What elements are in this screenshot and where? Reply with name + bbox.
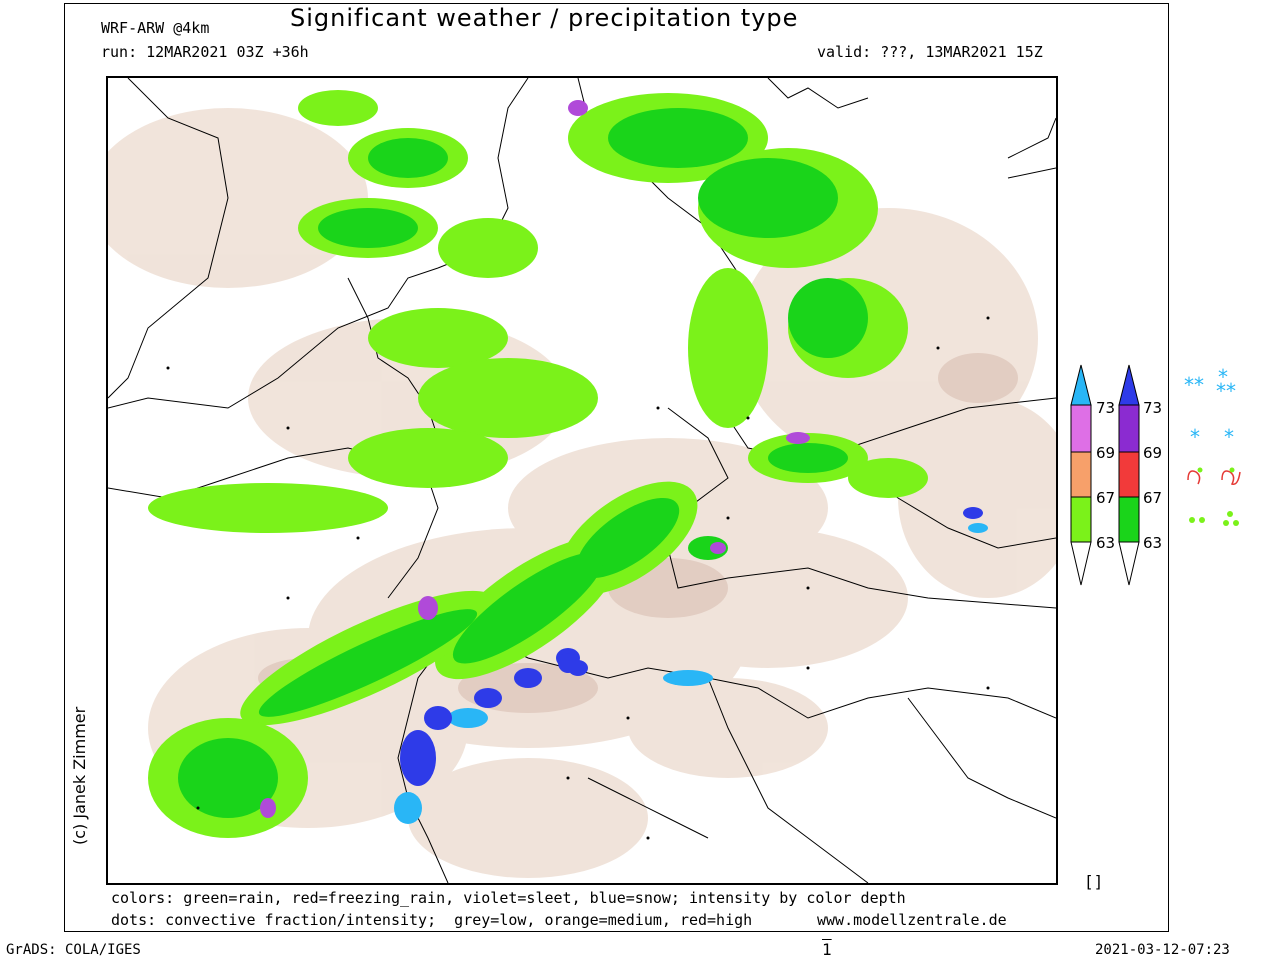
map-title: Significant weather / precipitation type — [290, 4, 799, 32]
legend-bar-dark-top — [1118, 364, 1140, 406]
timestamp-label: 2021-03-12-07:23 — [1095, 942, 1230, 958]
weather-symbols-legend: ** *** * * — [1184, 368, 1241, 526]
legend-1-label-2: 67 — [1096, 489, 1116, 507]
freezing-rain-icon — [1187, 467, 1241, 485]
figure-frame — [64, 3, 1169, 932]
precipitation-legend — [1070, 364, 1140, 586]
legend-bar-dark-s3 — [1118, 496, 1140, 543]
heavy-snow-icon: ** *** — [1184, 368, 1236, 403]
legend-bar-dark — [1118, 364, 1140, 586]
svg-text:**: ** — [1216, 379, 1236, 403]
footer-dots-line: dots: convective fraction/intensity; gre… — [111, 911, 753, 929]
legend-bar-dark-s2 — [1118, 451, 1140, 498]
legend-1-label-0: 73 — [1096, 399, 1116, 417]
valid-label: valid: ???, 13MAR2021 15Z — [817, 43, 1043, 61]
rain-heavy-layer — [178, 108, 868, 818]
model-label: WRF-ARW @4km — [101, 19, 210, 37]
footer-website: www.modellzentrale.de — [817, 911, 1007, 929]
svg-text:*: * — [1224, 425, 1234, 449]
snow-layer — [394, 507, 988, 824]
precipitation-map — [106, 76, 1058, 885]
svg-text:*: * — [1190, 425, 1200, 449]
footer-colors-line: colors: green=rain, red=freezing_rain, v… — [111, 889, 906, 907]
legend-bar-light-s2 — [1070, 451, 1092, 498]
svg-text:**: ** — [1184, 373, 1204, 397]
map-canvas — [108, 78, 1056, 883]
legend-2-label-2: 67 — [1143, 489, 1163, 507]
rain-icon — [1189, 511, 1239, 526]
sleet-layer — [260, 100, 810, 818]
legend-2-label-3: 63 — [1143, 534, 1163, 552]
svg-text:*: * — [1218, 368, 1228, 389]
page-number: 1 — [822, 940, 832, 959]
legend-2-label-1: 69 — [1143, 444, 1163, 462]
legend-1-label-3: 63 — [1096, 534, 1116, 552]
box-mark: [] — [1084, 872, 1104, 891]
legend-bar-light-top — [1070, 364, 1092, 406]
legend-1-label-1: 69 — [1096, 444, 1116, 462]
snow-icon: * * — [1190, 425, 1234, 449]
legend-bar-light-s3 — [1070, 496, 1092, 543]
grads-label: GrADS: COLA/IGES — [6, 942, 141, 958]
legend-bar-light — [1070, 364, 1092, 586]
author-credit: (c) Janek Zimmer — [70, 706, 89, 845]
legend-bar-light-s1 — [1070, 404, 1092, 453]
legend-2-label-0: 73 — [1143, 399, 1163, 417]
run-label: run: 12MAR2021 03Z +36h — [101, 43, 309, 61]
city-markers-layer — [166, 316, 990, 840]
legend-bar-light-bottom — [1070, 541, 1092, 586]
legend-bar-dark-bottom — [1118, 541, 1140, 586]
legend-bar-dark-s1 — [1118, 404, 1140, 453]
